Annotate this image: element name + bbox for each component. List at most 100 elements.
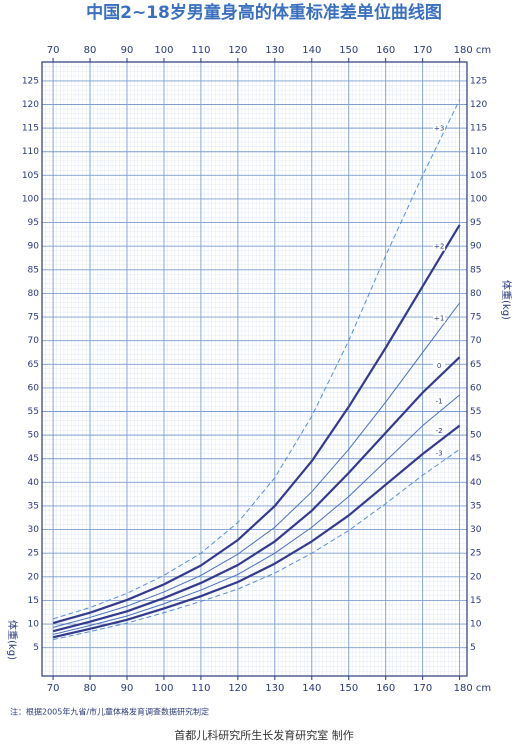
x-tick-label: 90 — [121, 683, 134, 694]
y-tick-label: 110 — [470, 147, 487, 157]
y-tick-label: 5 — [33, 643, 39, 653]
y-tick-label: 80 — [470, 289, 482, 299]
y-tick-label: 90 — [470, 242, 482, 252]
y-tick-label: 35 — [470, 501, 481, 511]
x-tick-label: 70 — [47, 45, 60, 56]
y-tick-label: 70 — [28, 336, 40, 346]
x-tick-label: 70 — [47, 683, 60, 694]
series-label-bg — [433, 396, 446, 406]
y-tick-label: 55 — [470, 407, 481, 417]
y-tick-label: 50 — [28, 431, 40, 441]
y-tick-label: 95 — [470, 218, 481, 228]
y-tick-label: 60 — [470, 383, 482, 393]
y-tick-label: 70 — [470, 336, 482, 346]
y-tick-label: 100 — [470, 194, 487, 204]
series-line — [52, 99, 461, 620]
x-tick-label: 120 — [228, 683, 247, 694]
y-tick-label: 65 — [28, 360, 39, 370]
y-tick-label: 45 — [470, 454, 481, 464]
series-label-bg — [433, 425, 446, 435]
y-tick-label: 25 — [28, 549, 39, 559]
series-label-bg — [433, 313, 446, 323]
y-tick-label: 20 — [28, 572, 40, 582]
y-tick-label: 50 — [470, 431, 482, 441]
x-tick-label: 130 — [265, 683, 284, 694]
series-label: -2 — [436, 427, 443, 435]
x-tick-label: 170 — [413, 45, 432, 56]
y-tick-label: 30 — [470, 525, 482, 535]
series-label-bg — [433, 360, 446, 370]
x-tick-label: 100 — [154, 45, 173, 56]
x-tick-label: 80 — [84, 45, 97, 56]
y-tick-label: 35 — [28, 501, 39, 511]
y-tick-label: 85 — [28, 265, 39, 275]
y-tick-label: 65 — [470, 360, 481, 370]
y-tick-label: 115 — [470, 124, 487, 134]
y-tick-label: 30 — [28, 525, 40, 535]
credit: 首都儿科研究所生长发育研究室 制作 — [174, 728, 354, 742]
series-label: +3 — [434, 125, 444, 133]
x-tick-label: 170 — [413, 683, 432, 694]
y-tick-label: 20 — [470, 572, 482, 582]
y-tick-label: 75 — [470, 313, 481, 323]
y-tick-label: 105 — [22, 171, 39, 181]
series-line — [52, 448, 460, 641]
series-label: +2 — [434, 243, 444, 251]
y-axis-label: 体重(kg) — [500, 280, 513, 320]
plot-area — [42, 62, 467, 676]
y-tick-label: 120 — [470, 100, 487, 110]
chart-title: 中国2~18岁男童身高的体重标准差单位曲线图 — [86, 2, 442, 23]
y-tick-label: 80 — [28, 289, 40, 299]
y-tick-label: 120 — [22, 100, 39, 110]
series-label: +1 — [434, 315, 444, 323]
series-label: -1 — [436, 397, 443, 405]
x-tick-label: 160 — [376, 683, 395, 694]
y-axis-label: 体重(kg) — [6, 620, 19, 660]
y-tick-label: 125 — [22, 76, 39, 86]
x-tick-label: 140 — [302, 45, 321, 56]
series-label: -3 — [436, 449, 443, 457]
y-tick-label: 105 — [470, 171, 487, 181]
plot-border — [41, 61, 468, 677]
y-tick-label: 5 — [470, 643, 476, 653]
x-tick-label: 80 — [84, 683, 97, 694]
x-tick-label: 160 — [376, 45, 395, 56]
x-tick-label: 140 — [302, 683, 321, 694]
y-tick-label: 55 — [28, 407, 39, 417]
y-tick-label: 75 — [28, 313, 39, 323]
y-tick-label: 110 — [22, 147, 39, 157]
x-tick-label: 130 — [265, 45, 284, 56]
series-line — [52, 394, 460, 635]
y-tick-label: 45 — [28, 454, 39, 464]
y-tick-label: 90 — [28, 242, 40, 252]
x-tick-label: 150 — [339, 683, 358, 694]
y-tick-label: 100 — [22, 194, 39, 204]
x-tick-label: 90 — [121, 45, 134, 56]
series-label-bg — [433, 241, 446, 251]
series-line — [52, 356, 461, 633]
y-tick-label: 115 — [22, 124, 39, 134]
series-line — [52, 302, 461, 628]
y-tick-label: 15 — [470, 596, 481, 606]
series-label: 0 — [437, 362, 441, 370]
x-tick-label: 120 — [228, 45, 247, 56]
x-tick-label: 110 — [191, 683, 210, 694]
y-tick-label: 85 — [470, 265, 481, 275]
x-tick-label: 180 cm — [454, 45, 492, 56]
x-tick-label: 150 — [339, 45, 358, 56]
series-label-bg — [433, 123, 446, 133]
y-tick-label: 60 — [28, 383, 40, 393]
y-tick-label: 40 — [470, 478, 482, 488]
x-tick-label: 100 — [154, 683, 173, 694]
x-tick-label: 180 cm — [454, 683, 492, 694]
y-tick-label: 40 — [28, 478, 40, 488]
series-line — [52, 424, 461, 639]
series-line — [52, 224, 461, 625]
y-tick-label: 10 — [470, 620, 482, 630]
x-tick-label: 110 — [191, 45, 210, 56]
series-label-bg — [433, 448, 446, 458]
y-tick-label: 95 — [28, 218, 39, 228]
y-tick-label: 25 — [470, 549, 481, 559]
y-tick-label: 15 — [28, 596, 39, 606]
